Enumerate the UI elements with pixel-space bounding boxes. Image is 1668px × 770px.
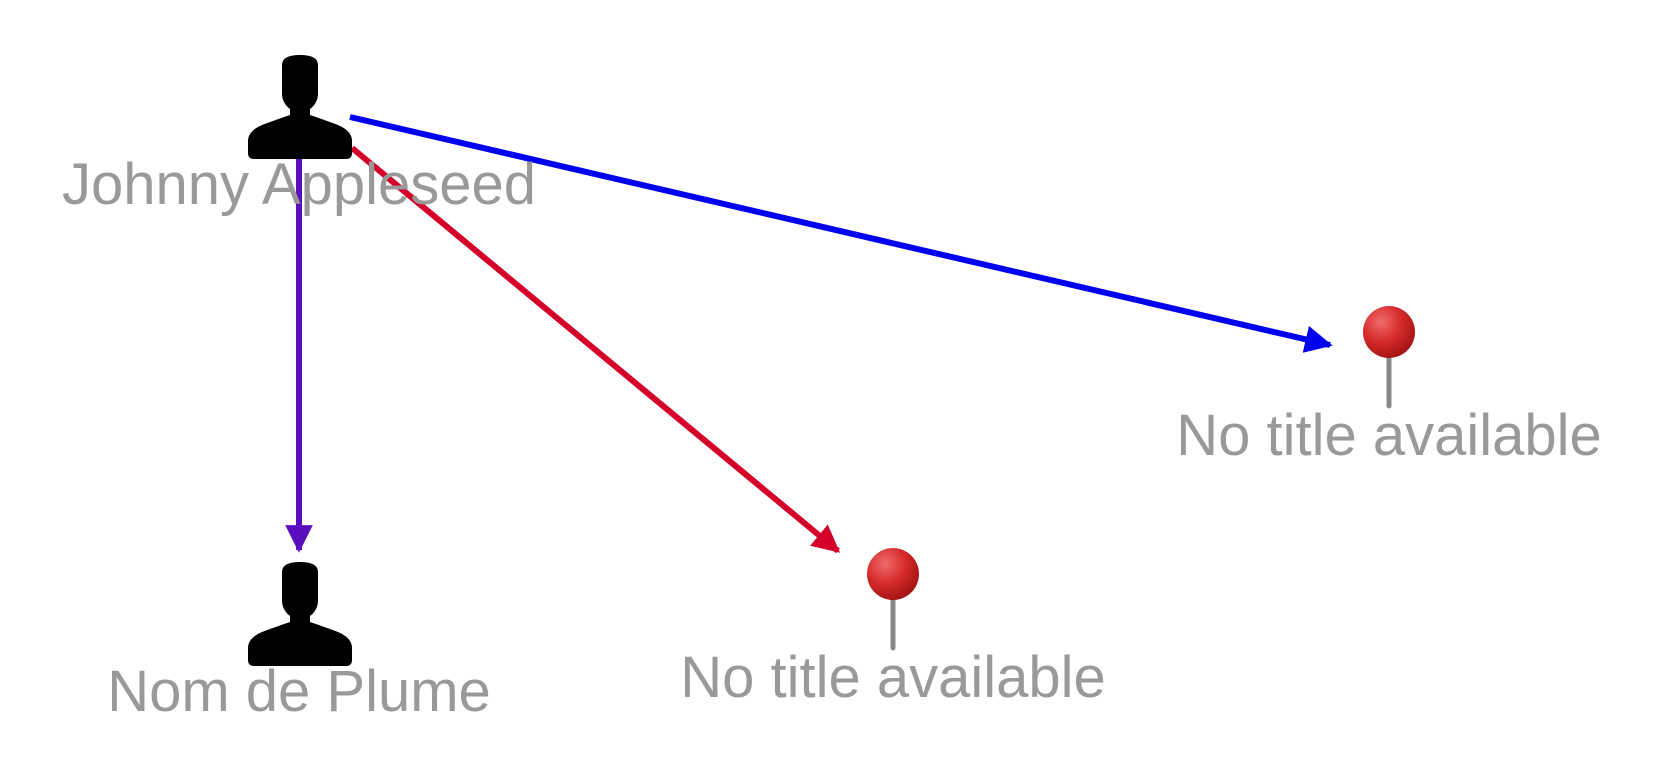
person-silhouette-icon xyxy=(248,55,352,159)
edge-person1-place2[interactable] xyxy=(349,114,1333,353)
node-person-johnny[interactable]: Johnny Appleseed xyxy=(62,55,536,217)
node-label-person-1: Johnny Appleseed xyxy=(62,152,536,217)
node-label-place-2: No title available xyxy=(1176,403,1602,468)
node-person-nom-de-plume[interactable]: Nom de Plume xyxy=(107,562,491,724)
edge-person1-place1[interactable] xyxy=(350,145,841,554)
node-label-person-2: Nom de Plume xyxy=(107,659,491,724)
map-pin-icon xyxy=(867,548,919,651)
node-place-1[interactable]: No title available xyxy=(680,548,1106,710)
edges xyxy=(285,114,1333,554)
node-label-place-1: No title available xyxy=(680,645,1106,710)
person-silhouette-icon xyxy=(248,562,352,666)
map-pin-icon xyxy=(1363,306,1415,409)
node-place-2[interactable]: No title available xyxy=(1176,306,1602,468)
